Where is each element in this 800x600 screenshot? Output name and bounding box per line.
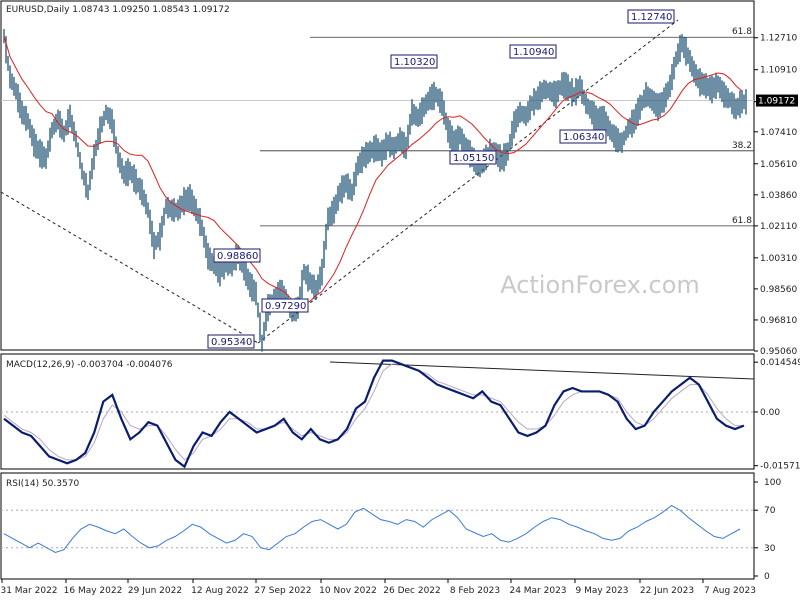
price-annotation-label: 1.10320 bbox=[394, 57, 435, 68]
fib-level-label: 61.8 bbox=[732, 216, 752, 226]
price-tick-label: 1.07410 bbox=[760, 128, 797, 138]
fib-level-label: 38.2 bbox=[732, 141, 752, 151]
x-tick-label: 9 May 2023 bbox=[576, 586, 629, 596]
rsi-title: RSI(14) 50.3570 bbox=[6, 479, 79, 489]
price-annotation-box bbox=[207, 334, 255, 349]
rsi-line bbox=[3, 504, 741, 554]
axis-layer: 1.127101.109101.091101.074101.056101.038… bbox=[0, 34, 800, 596]
price-annotation-label: 1.05150 bbox=[453, 153, 494, 164]
price-tick-label: 0.95060 bbox=[760, 347, 797, 357]
rsi-tick-label: 100 bbox=[764, 478, 781, 488]
x-tick-label: 22 Jun 2023 bbox=[640, 586, 694, 596]
price-tick-label: 1.05610 bbox=[760, 160, 797, 170]
x-tick-label: 24 Mar 2023 bbox=[509, 586, 566, 596]
trend-line-up bbox=[257, 19, 679, 344]
macd-line bbox=[3, 359, 745, 469]
price-tick-label: 1.10910 bbox=[760, 66, 797, 76]
price-annotation-box bbox=[627, 9, 675, 24]
x-tick-label: 29 Jun 2022 bbox=[128, 586, 182, 596]
rsi-layer bbox=[1, 504, 754, 554]
price-annotation-label: 0.98860 bbox=[217, 251, 258, 262]
rsi-tick-label: 0 bbox=[764, 572, 770, 582]
price-annotation-box bbox=[509, 44, 557, 59]
fib-level-label: 61.8 bbox=[732, 27, 752, 37]
price-tick-label: 0.98560 bbox=[760, 285, 797, 295]
x-tick-label: 7 Aug 2023 bbox=[704, 586, 756, 596]
price-annotation-label: 0.97290 bbox=[265, 301, 306, 312]
macd-title: MACD(12,26,9) -0.003704 -0.004076 bbox=[6, 360, 173, 370]
x-tick-label: 8 Feb 2023 bbox=[450, 586, 500, 596]
macd-tick-label: 0.00 bbox=[760, 408, 780, 418]
price-annotation-label: 0.95340 bbox=[211, 337, 252, 348]
price-annotation-box bbox=[213, 248, 261, 263]
watermark: ActionForex.com bbox=[500, 271, 700, 299]
macd-tick-label: 0.014549 bbox=[760, 358, 800, 368]
rsi-panel bbox=[0, 472, 755, 580]
x-tick-label: 12 Aug 2022 bbox=[191, 586, 249, 596]
price-tick-label: 1.12710 bbox=[760, 34, 797, 44]
price-tick-label: 0.96810 bbox=[760, 316, 797, 326]
rsi-tick-label: 30 bbox=[764, 544, 776, 554]
price-title: EURUSD,Daily 1.08743 1.09250 1.08543 1.0… bbox=[6, 5, 230, 15]
macd-layer bbox=[1, 359, 755, 469]
price-annotation-box bbox=[390, 54, 438, 69]
price-annotation-box bbox=[261, 298, 309, 313]
price-annotation-box bbox=[449, 150, 497, 165]
x-tick-label: 26 Dec 2022 bbox=[383, 586, 441, 596]
price-layer: 61.8 38.2 61.8 1.12740 1.10940 1.10320 1.06340… bbox=[0, 9, 754, 352]
price-tick-label: 1.00310 bbox=[760, 254, 797, 264]
current-price-label: 1.09172 bbox=[758, 97, 795, 107]
rsi-tick-label: 70 bbox=[764, 506, 776, 516]
x-tick-label: 27 Sep 2022 bbox=[254, 586, 311, 596]
x-tick-label: 31 Mar 2022 bbox=[0, 586, 57, 596]
price-tick-label: 1.02110 bbox=[760, 222, 797, 232]
macd-tick-label: -0.015712 bbox=[760, 462, 800, 472]
price-annotation-label: 1.10940 bbox=[513, 47, 554, 58]
price-annotation-label: 1.12740 bbox=[631, 12, 672, 23]
x-tick-label: 10 Nov 2022 bbox=[319, 586, 377, 596]
price-annotation-box bbox=[559, 129, 607, 144]
x-tick-label: 16 May 2022 bbox=[64, 586, 123, 596]
trend-line-down bbox=[0, 191, 259, 344]
signal-line bbox=[3, 363, 744, 461]
price-annotation-label: 1.06340 bbox=[563, 132, 604, 143]
moving-average-line bbox=[3, 36, 743, 305]
current-price-box bbox=[756, 94, 798, 107]
price-tick-label: 1.03860 bbox=[760, 191, 797, 201]
